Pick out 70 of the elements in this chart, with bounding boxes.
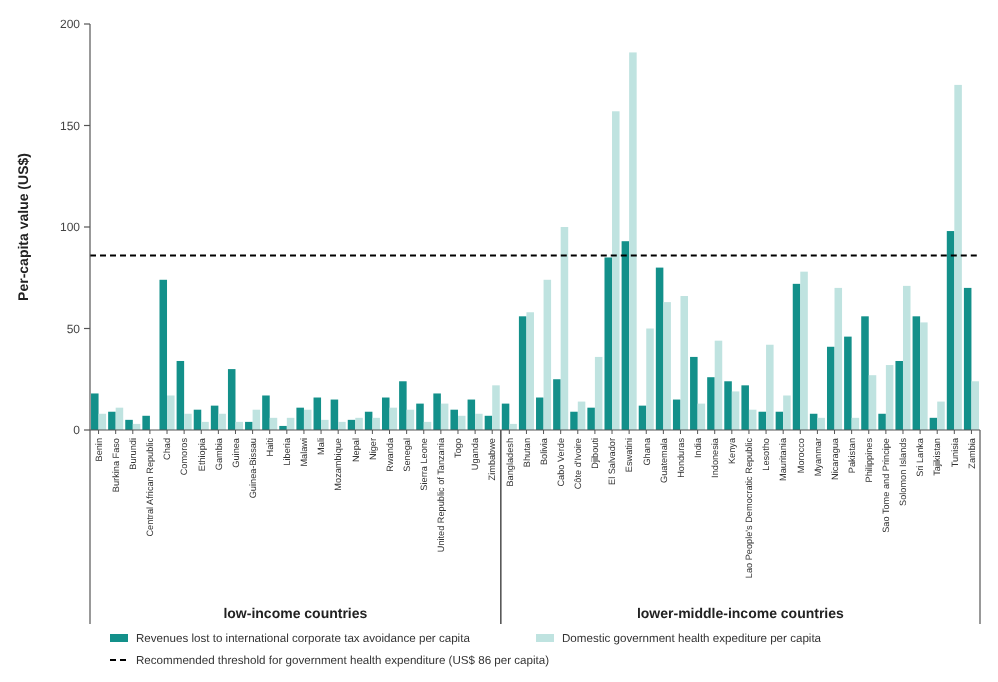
bar bbox=[457, 415, 466, 430]
bar bbox=[680, 296, 689, 430]
bar bbox=[108, 411, 116, 430]
bar bbox=[355, 417, 363, 430]
bar bbox=[536, 397, 544, 430]
bar bbox=[553, 379, 561, 430]
bar bbox=[792, 283, 801, 430]
bar bbox=[902, 285, 911, 430]
bar bbox=[800, 271, 808, 430]
bar bbox=[142, 415, 150, 430]
bar bbox=[262, 395, 270, 430]
bar bbox=[766, 344, 774, 430]
bar bbox=[885, 365, 894, 430]
bar bbox=[184, 413, 192, 430]
bar bbox=[91, 393, 99, 430]
bar bbox=[543, 279, 552, 430]
bar bbox=[159, 279, 168, 430]
bar bbox=[399, 381, 407, 430]
bar bbox=[937, 401, 945, 430]
bar bbox=[920, 322, 928, 430]
bar bbox=[621, 241, 630, 430]
bar bbox=[817, 417, 825, 430]
bar bbox=[296, 407, 304, 430]
bar bbox=[971, 381, 979, 430]
bar bbox=[167, 395, 175, 430]
bar bbox=[416, 403, 424, 430]
bar bbox=[604, 257, 613, 430]
bar bbox=[861, 316, 869, 430]
bar bbox=[227, 369, 236, 430]
bar bbox=[321, 419, 329, 430]
bar bbox=[834, 287, 843, 430]
bar bbox=[714, 340, 723, 430]
bar bbox=[724, 381, 732, 430]
bar bbox=[868, 375, 877, 430]
bar bbox=[245, 421, 253, 430]
bar bbox=[587, 407, 595, 430]
bar bbox=[560, 227, 569, 430]
bar bbox=[783, 395, 791, 430]
bar bbox=[731, 391, 740, 430]
bar bbox=[201, 421, 209, 430]
bar bbox=[570, 411, 578, 430]
bar bbox=[612, 111, 620, 430]
bar bbox=[844, 336, 852, 430]
bar bbox=[946, 231, 955, 430]
bar bbox=[518, 316, 527, 430]
bar bbox=[526, 312, 534, 430]
bar bbox=[433, 393, 441, 430]
bar bbox=[963, 287, 972, 430]
bar bbox=[125, 419, 133, 430]
bar bbox=[450, 409, 458, 430]
bar bbox=[954, 84, 962, 430]
bar bbox=[707, 377, 715, 430]
bar bbox=[895, 360, 903, 430]
bar bbox=[176, 360, 185, 430]
bar bbox=[826, 346, 835, 430]
bar bbox=[690, 356, 698, 430]
bar bbox=[372, 417, 380, 430]
bar bbox=[218, 413, 226, 430]
bar bbox=[381, 397, 390, 430]
bar bbox=[878, 413, 886, 430]
bar bbox=[655, 267, 664, 430]
bar bbox=[741, 385, 749, 430]
bar bbox=[338, 421, 346, 430]
bar bbox=[646, 328, 654, 430]
bar bbox=[475, 413, 483, 430]
bar bbox=[629, 52, 637, 430]
bar bbox=[663, 302, 671, 430]
bar bbox=[912, 316, 921, 430]
bar bbox=[594, 356, 603, 430]
bar bbox=[235, 421, 244, 430]
